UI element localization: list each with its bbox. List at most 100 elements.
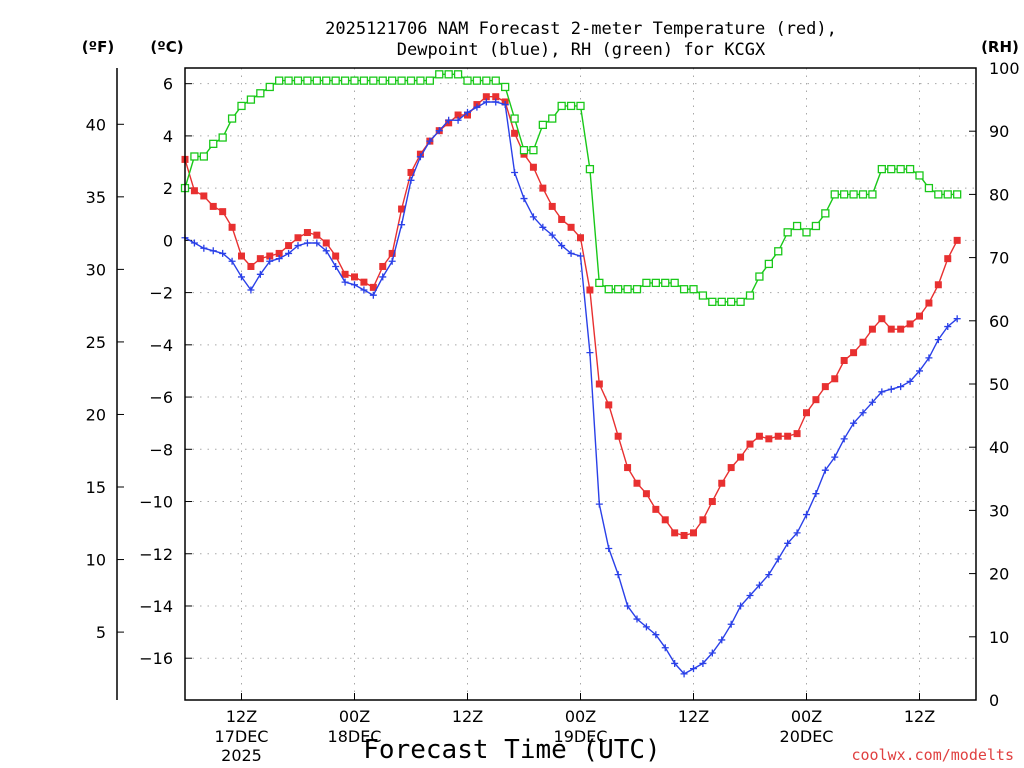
dewpoint-point xyxy=(605,545,613,553)
rh-point xyxy=(745,291,755,300)
rh-point xyxy=(585,164,595,174)
dewpoint-point xyxy=(407,176,415,184)
rh-point xyxy=(388,76,397,85)
temperature-point xyxy=(755,432,763,440)
fahrenheit-tick-label: 10 xyxy=(86,551,106,570)
dewpoint-point xyxy=(850,419,858,427)
rh-point xyxy=(312,76,321,85)
dewpoint-point xyxy=(812,490,820,498)
rh-point xyxy=(209,139,218,148)
dewpoint-point xyxy=(831,453,839,461)
rh-point xyxy=(783,228,792,237)
temperature-point xyxy=(765,435,773,443)
dewpoint-point xyxy=(661,644,669,652)
rh-point xyxy=(708,297,717,306)
dewpoint-point xyxy=(435,127,443,135)
rh-point xyxy=(774,247,783,256)
rh-point xyxy=(670,278,679,288)
dewpoint-point xyxy=(595,500,603,508)
temperature-point xyxy=(727,464,735,472)
dewpoint-point xyxy=(586,349,594,357)
dewpoint-point xyxy=(671,659,679,667)
celsius-tick-label: −4 xyxy=(149,336,173,355)
rh-point xyxy=(679,285,689,294)
x-axis-title: Forecast Time (UTC) xyxy=(363,735,660,765)
dewpoint-point xyxy=(859,409,867,417)
rh-point xyxy=(369,76,378,85)
date-tick-label: 18DEC xyxy=(328,727,382,746)
rh-point xyxy=(764,259,773,269)
temperature-point xyxy=(228,223,236,231)
dewpoint-point xyxy=(755,581,763,589)
rh-point xyxy=(331,76,340,85)
dewpoint-point xyxy=(322,247,330,255)
temperature-point xyxy=(529,163,537,171)
temperature-point xyxy=(897,325,905,333)
dewpoint-point xyxy=(190,239,198,247)
rh-point xyxy=(840,190,849,199)
temperature-point xyxy=(774,432,782,440)
temperature-point xyxy=(652,505,660,513)
dewpoint-point xyxy=(511,168,519,176)
dewpoint-point xyxy=(294,242,302,250)
temperature-point xyxy=(275,249,283,257)
rh-point xyxy=(858,190,868,199)
rh-point xyxy=(529,146,538,155)
celsius-tick-label: −6 xyxy=(149,388,173,407)
celsius-tick-label: 6 xyxy=(163,75,173,94)
celsius-tick-label: −16 xyxy=(139,649,173,668)
dewpoint-point xyxy=(332,262,340,270)
rh-point xyxy=(727,297,736,306)
dewpoint-point xyxy=(238,273,245,281)
rh-point xyxy=(397,76,406,85)
temperature-point xyxy=(934,281,942,289)
dewpoint-point xyxy=(209,247,217,255)
temperature-point xyxy=(661,516,669,524)
dewpoint-point xyxy=(803,511,810,519)
rh-point xyxy=(868,190,877,199)
rh-tick-label: 30 xyxy=(989,501,1009,520)
dewpoint-line xyxy=(184,101,958,675)
rh-point xyxy=(265,82,274,92)
temperature-point xyxy=(690,529,697,537)
dewpoint-point xyxy=(369,291,377,299)
temperature-point xyxy=(633,479,641,487)
temperature-point xyxy=(718,479,726,487)
rh-point xyxy=(755,272,764,281)
temperature-point xyxy=(332,252,340,260)
dewpoint-point xyxy=(275,255,283,263)
temperature-point xyxy=(294,234,302,242)
temperature-point xyxy=(407,168,415,176)
dewpoint-point xyxy=(680,670,688,678)
dewpoint-point xyxy=(539,223,547,231)
time-tick-label: 12Z xyxy=(452,707,483,726)
dewpoint-point xyxy=(718,636,726,644)
temperature-point xyxy=(831,375,839,383)
dewpoint-point xyxy=(934,336,942,344)
celsius-tick-label: −2 xyxy=(149,284,173,303)
fahrenheit-unit-label: (ºF) xyxy=(82,38,114,56)
dewpoint-point xyxy=(266,257,274,265)
temperature-point xyxy=(379,262,387,270)
temperature-point xyxy=(868,325,876,333)
celsius-tick-label: −10 xyxy=(139,493,173,512)
celsius-unit-label: (ºC) xyxy=(150,38,183,56)
rh-tick-label: 40 xyxy=(989,438,1009,457)
dewpoint-point xyxy=(737,602,745,610)
dewpoint-point xyxy=(360,286,368,294)
rh-point xyxy=(472,76,482,85)
series-dewpoint xyxy=(181,98,961,678)
temperature-point xyxy=(482,93,490,101)
temperature-point xyxy=(887,325,895,333)
temperature-point xyxy=(285,242,293,250)
rh-point xyxy=(821,209,830,218)
rh-point xyxy=(322,76,331,85)
date-tick-label: 19DEC xyxy=(554,727,608,746)
rh-point xyxy=(924,183,934,193)
temperature-point xyxy=(360,278,368,286)
rh-point xyxy=(934,190,943,199)
dewpoint-point xyxy=(313,239,321,247)
rh-point xyxy=(595,278,604,288)
